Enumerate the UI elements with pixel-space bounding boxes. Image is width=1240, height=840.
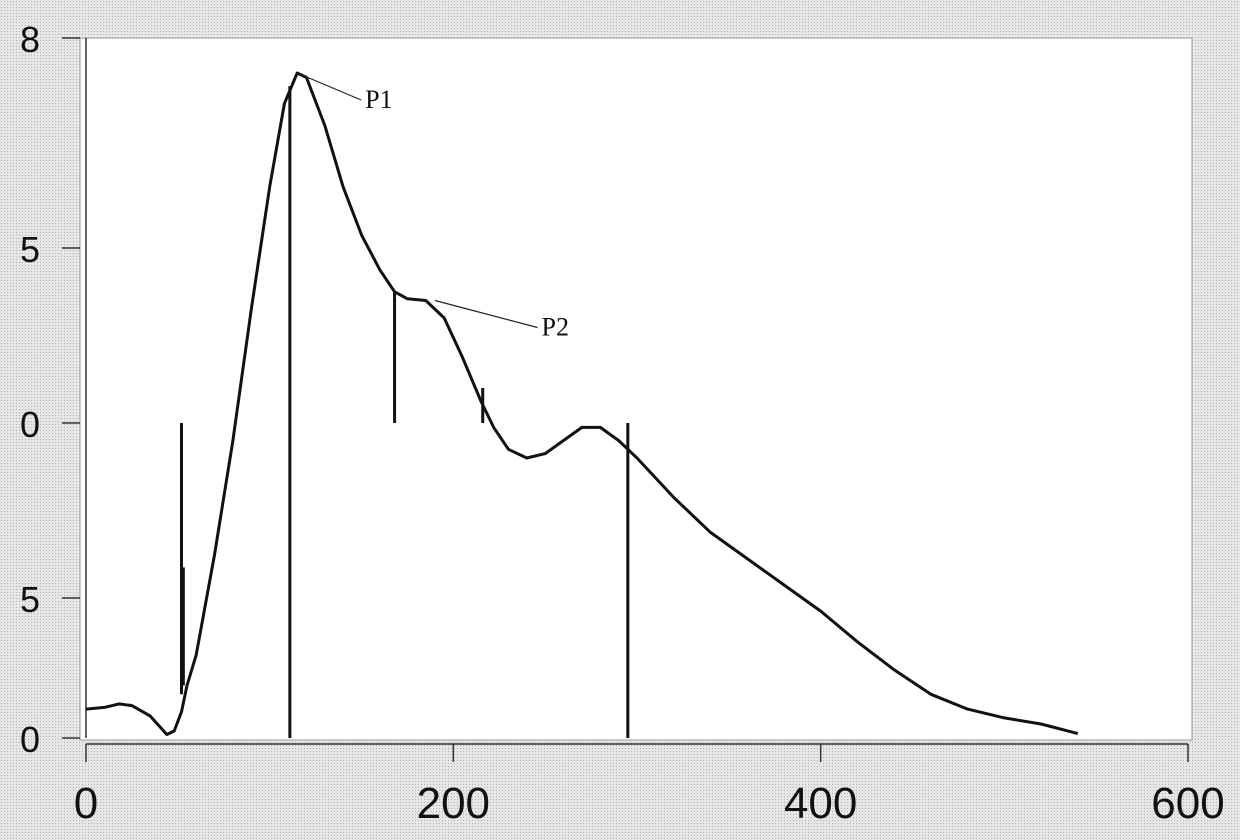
y-tick-label-4: 8 [20,19,40,60]
x-tick-label-0: 0 [74,779,98,828]
plot-frame [80,38,1192,740]
y-tick-label-1: 5 [20,579,40,620]
x-tick-label-2: 400 [784,779,857,828]
annotation-label-1: P2 [541,313,568,342]
x-tick-label-1: 200 [417,779,490,828]
annotation-label-0: P1 [365,85,392,114]
y-tick-label-3: 5 [20,229,40,270]
x-tick-label-3: 600 [1151,779,1224,828]
y-tick-label-0: 0 [20,719,40,760]
y-tick-label-2: 0 [20,404,40,445]
